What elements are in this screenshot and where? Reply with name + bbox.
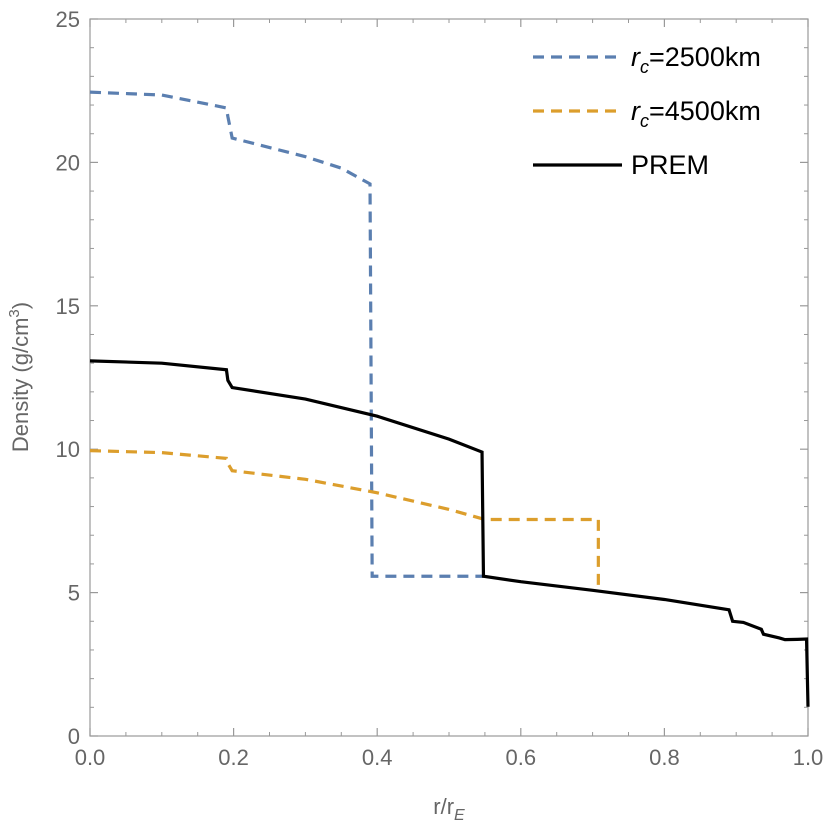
x-axis-label: r/rE [433,794,465,824]
series-line-rc4500 [89,449,600,592]
series-layer [89,90,810,707]
legend-label-prem: PREM [631,150,709,180]
x-tick-label: 0.4 [362,745,393,770]
legend-rc2500-sub: c [640,57,649,77]
x-tick-label: 0.6 [506,745,537,770]
legend-rc4500-rest: =4500km [649,96,761,126]
y-tick-label: 10 [56,437,80,462]
legend-rc2500-r: r [631,42,641,72]
y-axis-label-tail: ) [8,302,33,309]
x-tick-label: 0.8 [649,745,680,770]
legend: rc=2500km rc=4500km PREM [533,42,761,180]
series-line-rc2500 [89,90,485,578]
y-axis-label-main: Density (g/cm [8,318,33,452]
y-axis-label: Density (g/cm3) [6,302,33,452]
x-axis-label-sub: E [454,807,465,824]
x-axis-label-main: r/r [433,794,454,819]
y-tick-label: 5 [68,581,80,606]
axis-ticks: 0.0 0.2 0.4 0.6 0.8 1.0 0 5 10 15 20 25 [56,7,824,770]
legend-label-rc4500: rc=4500km [631,96,761,131]
y-tick-label: 0 [68,724,80,749]
legend-label-rc2500: rc=2500km [631,42,761,77]
y-axis-label-sup: 3 [6,309,23,317]
legend-rc4500-r: r [631,96,641,126]
y-tick-label: 15 [56,294,80,319]
legend-rc4500-sub: c [640,111,649,131]
legend-rc2500-rest: =2500km [649,42,761,72]
x-tick-label: 0.2 [218,745,249,770]
x-tick-label: 1.0 [793,745,824,770]
x-tick-label: 0.0 [75,745,106,770]
plot-frame [89,18,809,737]
series-line-prem [89,359,810,707]
y-tick-label: 25 [56,7,80,32]
y-tick-label: 20 [56,150,80,175]
